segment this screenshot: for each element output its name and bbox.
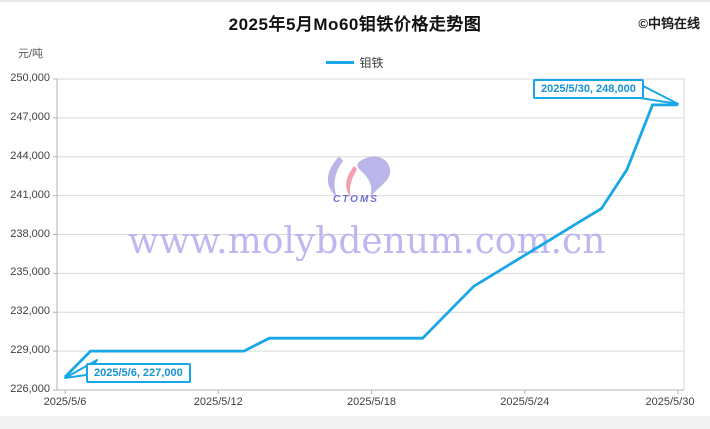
bottom-band — [0, 416, 710, 429]
legend-series-label: 钼铁 — [359, 56, 384, 70]
y-axis-unit-label: 元/吨 — [18, 48, 44, 60]
x-axis-tick-label: 2025/5/6 — [43, 396, 87, 408]
y-axis-tick-label: 238,000 — [10, 227, 50, 240]
y-axis-tick-label: 229,000 — [10, 344, 50, 357]
ctoms-logo-icon — [327, 156, 391, 198]
legend: 钼铁 — [0, 53, 710, 71]
x-axis-tick-label: 2025/5/24 — [500, 396, 550, 408]
legend-line-swatch — [326, 61, 355, 64]
price-line — [64, 103, 678, 378]
y-axis-tick-label: 241,000 — [10, 188, 50, 201]
x-axis-tick-label: 2025/5/12 — [193, 396, 243, 408]
y-axis-tick-label: 235,000 — [10, 266, 50, 279]
y-axis-tick-label: 226,000 — [10, 383, 50, 395]
y-axis-tick-label: 232,000 — [10, 305, 50, 318]
ctoms-logo-text: CTOMS — [333, 194, 379, 205]
callout-pointer-end — [638, 82, 679, 105]
annotation-last-point: 2025/5/30, 248,000 — [533, 78, 644, 99]
y-axis-tick-label: 250,000 — [10, 72, 50, 84]
x-axis-tick-label: 2025/5/30 — [645, 396, 695, 408]
annotation-first-point: 2025/5/6, 227,000 — [86, 363, 191, 384]
y-axis-tick-label: 244,000 — [10, 149, 50, 162]
chart-title: 2025年5月Mo60钼铁价格走势图 — [228, 15, 482, 34]
y-axis-tick-label: 247,000 — [10, 110, 50, 123]
copyright-label: ©中钨在线 — [638, 16, 700, 31]
x-axis-tick-label: 2025/5/18 — [347, 396, 396, 408]
